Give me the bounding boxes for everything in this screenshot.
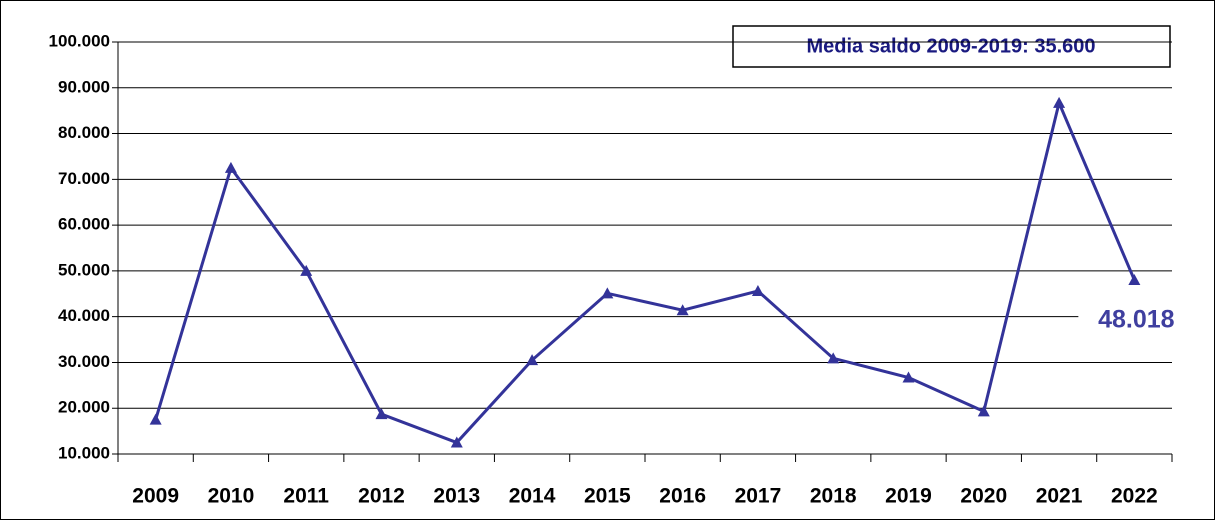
marker bbox=[224, 161, 237, 173]
x-tick-label: 2014 bbox=[509, 485, 556, 508]
y-tick-label: 100.000 bbox=[49, 31, 110, 50]
x-tick-label: 2019 bbox=[885, 485, 932, 508]
x-tick-label: 2015 bbox=[584, 485, 631, 508]
x-tick-label: 2017 bbox=[735, 485, 782, 508]
y-tick-label: 30.000 bbox=[58, 352, 110, 371]
annotation-box bbox=[732, 25, 1171, 68]
y-tick-label: 70.000 bbox=[58, 169, 110, 188]
x-tick-label: 2020 bbox=[960, 485, 1007, 508]
y-tick-label: 90.000 bbox=[58, 77, 110, 96]
y-tick-label: 20.000 bbox=[58, 398, 110, 417]
x-tick-label: 2022 bbox=[1111, 485, 1158, 508]
x-tick-label: 2009 bbox=[132, 485, 179, 508]
marker bbox=[375, 408, 388, 420]
marker bbox=[977, 405, 990, 417]
y-tick-label: 10.000 bbox=[58, 443, 110, 462]
x-tick-label: 2018 bbox=[810, 485, 857, 508]
marker bbox=[902, 371, 915, 383]
marker bbox=[450, 436, 463, 448]
x-tick-label: 2010 bbox=[208, 485, 255, 508]
annotation: Media saldo 2009-2019: 35.600 bbox=[806, 35, 1095, 57]
line bbox=[154, 98, 1136, 445]
marker bbox=[601, 287, 614, 299]
marker bbox=[526, 354, 539, 366]
marker bbox=[1053, 96, 1066, 108]
x-tick-label: 2013 bbox=[433, 485, 480, 508]
x-tick-label: 2011 bbox=[283, 485, 329, 508]
y-tick-label: 60.000 bbox=[58, 215, 110, 234]
value-label: 48.018 bbox=[1098, 306, 1175, 334]
marker bbox=[676, 304, 689, 316]
marker bbox=[751, 285, 764, 297]
marker bbox=[827, 352, 840, 364]
x-tick-label: 2021 bbox=[1036, 485, 1083, 508]
value-label-bg bbox=[1078, 303, 1191, 338]
y-tick-label: 50.000 bbox=[58, 260, 110, 279]
x-tick-label: 2012 bbox=[358, 485, 405, 508]
marker bbox=[300, 264, 313, 276]
y-tick-label: 80.000 bbox=[58, 123, 110, 142]
x-tick-label: 2016 bbox=[659, 485, 706, 508]
marker bbox=[1128, 273, 1141, 285]
y-tick-label: 40.000 bbox=[58, 306, 110, 325]
marker bbox=[149, 413, 162, 425]
